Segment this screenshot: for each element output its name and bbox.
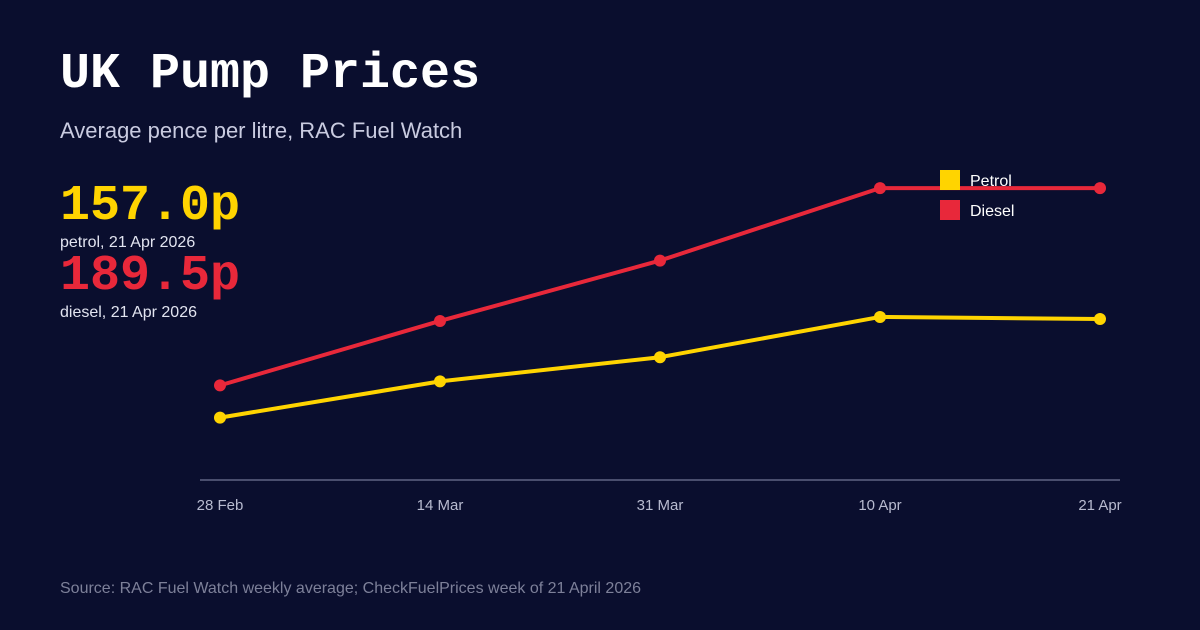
x-axis: 28 Feb 14 Mar 31 Mar 10 Apr 21 Apr: [197, 479, 1122, 514]
legend: Petrol Diesel: [940, 170, 1014, 220]
petrol-latest-label: petrol, 21 Apr 2026: [60, 234, 196, 251]
legend-label-diesel: Diesel: [970, 203, 1014, 220]
petrol-data-point: [214, 411, 226, 424]
x-tick-label: 21 Apr: [1078, 497, 1121, 514]
diesel-data-point: [214, 379, 226, 392]
petrol-series-line: [218, 314, 1102, 420]
petrol-data-point: [1094, 312, 1106, 325]
legend-swatch-petrol: [940, 170, 960, 190]
petrol-data-point: [874, 310, 886, 323]
petrol-data-point: [434, 375, 446, 388]
diesel-data-point: [654, 254, 666, 267]
chart-title: UK Pump Prices: [60, 46, 481, 103]
diesel-data-point: [874, 182, 886, 195]
x-tick-label: 10 Apr: [858, 497, 901, 514]
petrol-data-point: [654, 351, 666, 364]
x-tick-label: 14 Mar: [417, 497, 464, 514]
x-tick-label: 31 Mar: [637, 497, 684, 514]
x-tick-label: 28 Feb: [197, 497, 244, 514]
source-note: Source: RAC Fuel Watch weekly average; C…: [60, 580, 642, 597]
diesel-latest-label: diesel, 21 Apr 2026: [60, 304, 197, 321]
petrol-latest-value: 157.0p: [60, 178, 241, 235]
chart-subtitle: Average pence per litre, RAC Fuel Watch: [60, 118, 463, 143]
diesel-data-point: [1094, 182, 1106, 195]
diesel-latest-value: 189.5p: [60, 248, 241, 305]
legend-swatch-diesel: [940, 200, 960, 220]
legend-label-petrol: Petrol: [970, 173, 1012, 190]
diesel-data-point: [434, 314, 446, 327]
